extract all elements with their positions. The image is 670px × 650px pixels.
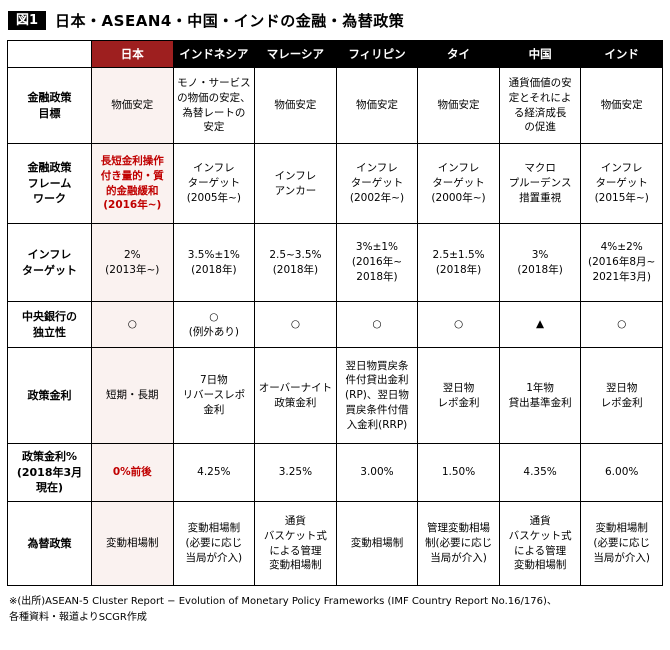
row-header: 為替政策 [7,501,92,586]
cell-india: 変動相場制 (必要に応じ 当局が介入) [580,501,663,586]
column-header-japan: 日本 [91,40,174,68]
corner-cell [7,40,92,68]
cell-malaysia: 通貨 バスケット式 による管理 変動相場制 [254,501,337,586]
cell-malaysia: ○ [254,301,337,348]
column-header-philippines: フィリピン [335,40,419,68]
cell-philippines: ○ [335,301,419,348]
cell-japan: 2% (2013年~) [91,223,174,302]
row-header: 政策金利% (2018年3月 現在) [7,443,92,502]
cell-china: 通貨 バスケット式 による管理 変動相場制 [498,501,582,586]
cell-thailand: 管理変動相場 制(必要に応じ 当局が介入) [417,501,500,586]
cell-indonesia: 変動相場制 (必要に応じ 当局が介入) [172,501,256,586]
cell-japan: ○ [91,301,174,348]
column-header-thailand: タイ [417,40,500,68]
cell-philippines: インフレ ターゲット (2002年~) [335,143,419,224]
cell-philippines: 変動相場制 [335,501,419,586]
cell-china: 通貨価値の安 定とそれによ る経済成長 の促進 [498,67,582,144]
row-header: インフレ ターゲット [7,223,92,302]
policy-comparison-table: 日本 インドネシア マレーシア フィリピン タイ 中国 インド 金融政策 目標 … [7,40,663,586]
cell-china: 4.35% [498,443,582,502]
cell-malaysia: 物価安定 [254,67,337,144]
table-row-policy-goal: 金融政策 目標 物価安定 モノ・サービス の物価の安定、 為替レートの 安定 物… [7,67,663,144]
column-header-indonesia: インドネシア [172,40,256,68]
column-header-india: インド [580,40,663,68]
cell-indonesia: 7日物 リバースレポ 金利 [172,347,256,444]
column-header-row: 日本 インドネシア マレーシア フィリピン タイ 中国 インド [7,40,663,68]
cell-japan: 物価安定 [91,67,174,144]
source-note-line1: ※(出所)ASEAN-5 Cluster Report − Evolution … [9,596,557,607]
cell-india: 4%±2% (2016年8月~ 2021年3月) [580,223,663,302]
cell-indonesia: 4.25% [172,443,256,502]
cell-thailand: 1.50% [417,443,500,502]
cell-india: 物価安定 [580,67,663,144]
cell-malaysia: オーバーナイト 政策金利 [254,347,337,444]
source-note: ※(出所)ASEAN-5 Cluster Report − Evolution … [9,594,663,625]
table-row-inflation-target: インフレ ターゲット 2% (2013年~) 3.5%±1% (2018年) 2… [7,223,663,302]
cell-philippines: 3%±1% (2016年~ 2018年) [335,223,419,302]
row-header: 金融政策 目標 [7,67,92,144]
cell-thailand: 翌日物 レポ金利 [417,347,500,444]
cell-japan: 変動相場制 [91,501,174,586]
cell-india: 翌日物 レポ金利 [580,347,663,444]
figure-page: 図1 日本・ASEAN4・中国・インドの金融・為替政策 日本 インドネシア マレ… [7,10,663,625]
cell-china: ▲ [498,301,582,348]
column-header-malaysia: マレーシア [254,40,337,68]
cell-philippines: 物価安定 [335,67,419,144]
figure-title-bar: 図1 日本・ASEAN4・中国・インドの金融・為替政策 [8,10,663,31]
cell-indonesia: 3.5%±1% (2018年) [172,223,256,302]
cell-india: 6.00% [580,443,663,502]
table-row-fx-policy: 為替政策 変動相場制 変動相場制 (必要に応じ 当局が介入) 通貨 バスケット式… [7,501,663,586]
table-row-policy-rate-type: 政策金利 短期・長期 7日物 リバースレポ 金利 オーバーナイト 政策金利 翌日… [7,347,663,444]
figure-title: 日本・ASEAN4・中国・インドの金融・為替政策 [55,12,405,30]
cell-china: マクロ プルーデンス 措置重視 [498,143,582,224]
cell-china: 1年物 貸出基準金利 [498,347,582,444]
source-note-line2: 各種資料・報道よりSCGR作成 [9,611,147,623]
cell-indonesia: インフレ ターゲット (2005年~) [172,143,256,224]
table-row-framework: 金融政策 フレーム ワーク 長短金利操作 付き量的・質 的金融緩和 (2016年… [7,143,663,224]
cell-india: インフレ ターゲット (2015年~) [580,143,663,224]
cell-china: 3% (2018年) [498,223,582,302]
cell-malaysia: 3.25% [254,443,337,502]
row-header: 中央銀行の 独立性 [7,301,92,348]
table-row-central-bank-independence: 中央銀行の 独立性 ○ ○ (例外あり) ○ ○ ○ ▲ ○ [7,301,663,348]
cell-malaysia: 2.5~3.5% (2018年) [254,223,337,302]
cell-indonesia: モノ・サービス の物価の安定、 為替レートの 安定 [172,67,256,144]
cell-philippines: 翌日物買戻条 件付貸出金利 (RP)、翌日物 買戻条件付借 入金利(RRP) [335,347,419,444]
figure-number-badge: 図1 [8,11,47,30]
cell-thailand: 2.5±1.5% (2018年) [417,223,500,302]
cell-thailand: ○ [417,301,500,348]
cell-japan: 0%前後 [91,443,174,502]
cell-philippines: 3.00% [335,443,419,502]
cell-india: ○ [580,301,663,348]
cell-japan: 長短金利操作 付き量的・質 的金融緩和 (2016年~) [91,143,174,224]
column-header-china: 中国 [498,40,582,68]
row-header: 政策金利 [7,347,92,444]
cell-japan: 短期・長期 [91,347,174,444]
cell-thailand: インフレ ターゲット (2000年~) [417,143,500,224]
cell-thailand: 物価安定 [417,67,500,144]
cell-indonesia: ○ (例外あり) [172,301,256,348]
table-row-policy-rate-percent: 政策金利% (2018年3月 現在) 0%前後 4.25% 3.25% 3.00… [7,443,663,502]
cell-malaysia: インフレ アンカー [254,143,337,224]
row-header: 金融政策 フレーム ワーク [7,143,92,224]
